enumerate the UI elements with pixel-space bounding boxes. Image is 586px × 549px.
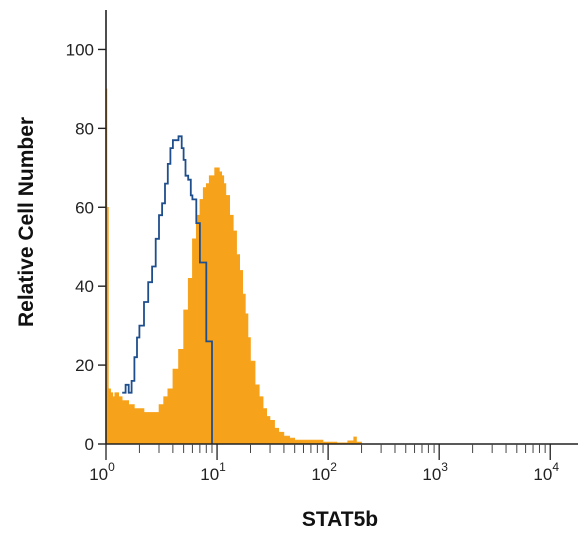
y-axis-title: Relative Cell Number	[15, 117, 38, 327]
histogram-series-filled	[105, 88, 362, 445]
histogram-series-outline	[122, 135, 213, 444]
plot-area	[105, 88, 362, 445]
y-tick-label: 20	[75, 356, 94, 375]
x-tick-label: 100	[89, 460, 115, 484]
y-tick-label: 40	[75, 277, 94, 296]
x-tick-label: 102	[311, 460, 337, 484]
x-tick-label: 103	[422, 460, 448, 484]
x-axis-title: STAT5b	[302, 508, 378, 531]
axes	[98, 10, 578, 460]
x-tick-label: 104	[533, 460, 559, 484]
y-tick-label: 0	[85, 435, 94, 454]
x-tick-label: 101	[200, 460, 226, 484]
y-tick-label: 100	[66, 40, 94, 59]
y-tick-label: 80	[75, 119, 94, 138]
y-tick-label: 60	[75, 198, 94, 217]
